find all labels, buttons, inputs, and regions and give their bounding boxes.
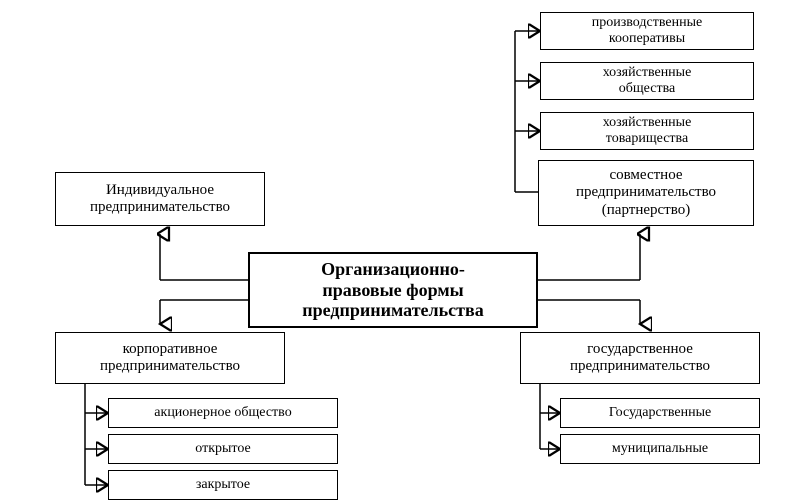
node-label: закрытое — [196, 477, 250, 493]
node-bottom-left: корпоративноепредпринимательство — [55, 332, 285, 384]
node-br-child-1: муниципальные — [560, 434, 760, 464]
node-label: производственныекооперативы — [592, 15, 702, 47]
center-label: Организационно-правовые формыпредпринима… — [302, 259, 483, 321]
node-label: муниципальные — [612, 441, 708, 457]
node-tr-child-1: хозяйственныеобщества — [540, 62, 754, 100]
node-label: государственноепредпринимательство — [570, 341, 710, 376]
node-top-left: Индивидуальноепредпринимательство — [55, 172, 265, 226]
node-br-child-0: Государственные — [560, 398, 760, 428]
node-label: акционерное общество — [154, 405, 291, 421]
node-bottom-right: государственноепредпринимательство — [520, 332, 760, 384]
node-label: открытое — [195, 441, 250, 457]
node-bl-child-2: закрытое — [108, 470, 338, 500]
node-label: хозяйственныеобщества — [603, 65, 692, 97]
node-label: корпоративноепредпринимательство — [100, 341, 240, 376]
node-label: Индивидуальноепредпринимательство — [90, 182, 230, 217]
center-node: Организационно-правовые формыпредпринима… — [248, 252, 538, 328]
node-tr-child-2: хозяйственныетоварищества — [540, 112, 754, 150]
node-label: Государственные — [609, 405, 711, 421]
node-label: хозяйственныетоварищества — [603, 115, 692, 147]
node-top-right: совместноепредпринимательство(партнерств… — [538, 160, 754, 226]
node-bl-child-1: открытое — [108, 434, 338, 464]
diagram-canvas: Организационно-правовые формыпредпринима… — [0, 0, 789, 504]
node-bl-child-0: акционерное общество — [108, 398, 338, 428]
node-label: совместноепредпринимательство(партнерств… — [576, 167, 716, 219]
node-tr-child-0: производственныекооперативы — [540, 12, 754, 50]
